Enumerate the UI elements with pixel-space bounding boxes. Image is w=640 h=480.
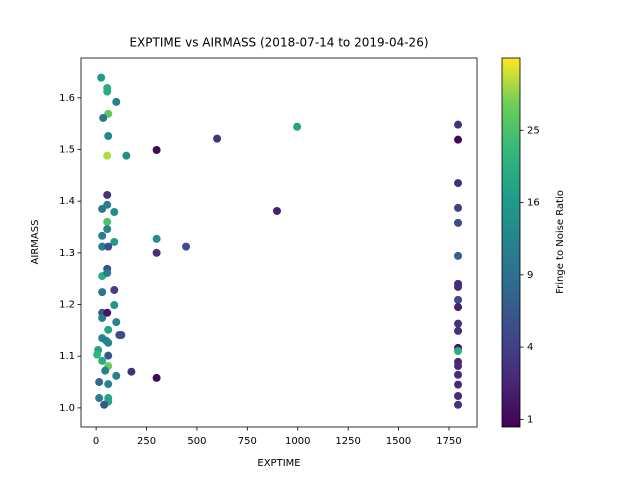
- point: [454, 370, 463, 379]
- point: [110, 237, 119, 246]
- point: [110, 208, 119, 217]
- y-tick-label: 1.4: [59, 196, 75, 207]
- colorbar-frame: [501, 57, 521, 428]
- y-tick-label: 1.1: [59, 351, 75, 362]
- x-tick-label: 250: [137, 436, 156, 447]
- point: [103, 217, 112, 226]
- x-tick-label: 1500: [386, 436, 411, 447]
- y-tick-label: 1.6: [59, 93, 75, 104]
- point: [454, 251, 463, 260]
- point: [454, 400, 463, 409]
- point: [104, 338, 113, 347]
- point: [99, 113, 108, 122]
- point: [454, 282, 463, 291]
- point: [100, 400, 109, 409]
- point: [182, 242, 191, 251]
- point: [152, 373, 161, 382]
- point: [104, 380, 113, 389]
- point: [454, 203, 463, 212]
- point: [272, 206, 281, 215]
- chart-title: EXPTIME vs AIRMASS (2018-07-14 to 2019-0…: [129, 36, 428, 50]
- point: [104, 325, 113, 334]
- y-tick-label: 1.0: [59, 403, 75, 414]
- point: [293, 122, 302, 131]
- point: [95, 394, 104, 403]
- point: [454, 120, 463, 129]
- colorbar-tick-label: 4: [527, 342, 533, 353]
- point: [454, 295, 463, 304]
- point: [454, 347, 463, 356]
- point: [103, 190, 112, 199]
- point: [104, 132, 113, 141]
- point: [97, 73, 106, 82]
- y-tick-label: 1.3: [59, 248, 75, 259]
- point: [454, 380, 463, 389]
- point: [112, 318, 121, 327]
- point: [454, 362, 463, 371]
- x-tick-label: 1000: [285, 436, 310, 447]
- point: [98, 356, 107, 365]
- colorbar: [502, 58, 520, 427]
- y-tick-label: 1.2: [59, 300, 75, 311]
- point: [110, 286, 119, 295]
- colorbar-label: Fringe to Noise Ratio: [555, 190, 566, 294]
- point: [213, 134, 222, 143]
- point: [454, 326, 463, 335]
- point: [454, 303, 463, 312]
- point: [104, 351, 113, 360]
- point: [117, 331, 126, 340]
- point: [110, 301, 119, 310]
- x-axis-label: EXPTIME: [257, 458, 300, 469]
- y-tick-label: 1.5: [59, 144, 75, 155]
- plot-frame: [80, 57, 478, 428]
- point: [98, 313, 107, 322]
- point: [454, 391, 463, 400]
- x-tick-label: 0: [93, 436, 99, 447]
- x-tick-label: 1250: [335, 436, 360, 447]
- point: [104, 242, 113, 251]
- point: [454, 179, 463, 188]
- point: [454, 135, 463, 144]
- point: [454, 218, 463, 227]
- point: [103, 225, 112, 234]
- point: [152, 145, 161, 154]
- point: [103, 151, 112, 160]
- point: [103, 308, 112, 317]
- y-axis-label: AIRMASS: [30, 220, 41, 265]
- point: [98, 204, 107, 213]
- point: [112, 97, 121, 106]
- point: [95, 378, 104, 387]
- colorbar-tick-label: 9: [527, 270, 533, 281]
- point: [98, 242, 107, 251]
- colorbar-tick-label: 25: [527, 125, 540, 136]
- point: [127, 367, 136, 376]
- point: [98, 288, 107, 297]
- point: [93, 350, 102, 359]
- point: [122, 151, 131, 160]
- x-tick-label: 1750: [436, 436, 461, 447]
- point: [454, 319, 463, 328]
- point: [103, 87, 112, 96]
- point: [152, 234, 161, 243]
- colorbar-tick-label: 1: [527, 414, 533, 425]
- point: [98, 231, 107, 240]
- point: [152, 248, 161, 257]
- x-tick-label: 500: [187, 436, 206, 447]
- x-tick-label: 750: [238, 436, 257, 447]
- point: [103, 268, 112, 277]
- point: [101, 366, 110, 375]
- point: [112, 371, 121, 380]
- colorbar-tick-label: 16: [527, 198, 540, 209]
